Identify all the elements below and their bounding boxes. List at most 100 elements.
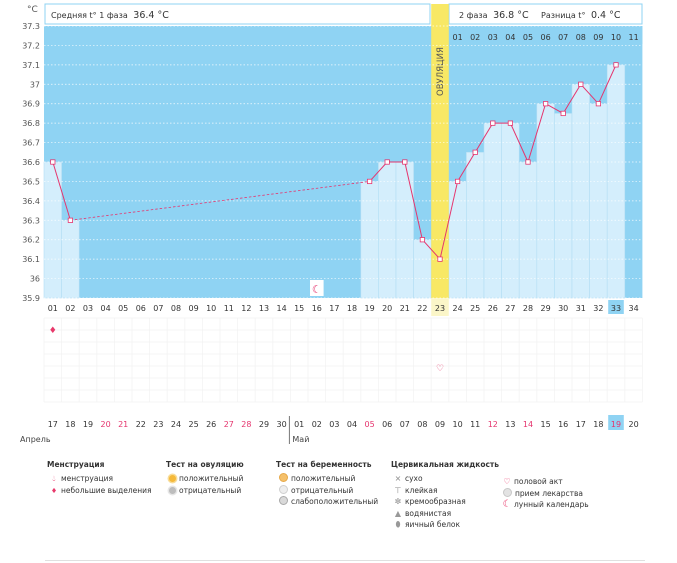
y-tick-label: 36.6 [22, 158, 40, 167]
legend-label: прием лекарства [515, 488, 583, 498]
date-label: 19 [611, 420, 621, 429]
legend-label: лунный календарь [514, 500, 589, 509]
diff-value: 0.4 °C [591, 10, 621, 21]
date-label: 02 [312, 420, 322, 429]
ovulation-column-footer [431, 298, 449, 316]
temperature-line [369, 161, 388, 182]
legend-item: положительный [276, 473, 378, 485]
date-label: 25 [189, 420, 199, 429]
x-tick-label: 07 [153, 304, 163, 313]
weak-positive-test-icon [279, 496, 288, 505]
temperature-point [490, 120, 496, 126]
temperature-point [472, 149, 478, 155]
swirl-icon: ✼ [394, 497, 402, 506]
y-tick-label: 36.4 [22, 197, 40, 206]
temperature-bar [466, 151, 485, 299]
y-tick-label: 37 [30, 80, 40, 89]
temperature-point [67, 217, 73, 223]
temperature-chart: °C Средняя t° 1 фаза 36.4 °C 2 фаза 36.8… [20, 3, 643, 444]
egg-icon: ⬮ [395, 520, 401, 529]
y-tick-label: 36.7 [22, 139, 40, 148]
y-tick-label: 36.1 [22, 255, 40, 264]
date-label: 20 [629, 420, 639, 429]
date-label: 26 [206, 420, 216, 429]
legend-other: ♡ половой акт прием лекарства ☾ лунный кал… [500, 476, 589, 511]
temperature-bar [518, 161, 538, 299]
month-label-may: Май [292, 435, 309, 444]
x-tick-label: 34 [629, 304, 639, 313]
date-label: 15 [541, 420, 551, 429]
phase2-day-label: 07 [558, 33, 568, 42]
date-label: 09 [435, 420, 445, 429]
y-tick-label: 36.8 [22, 119, 40, 128]
date-label: 18 [65, 420, 75, 429]
legend-pregnancy-title: Тест на беременность [276, 460, 372, 469]
temperature-bar [501, 122, 520, 299]
date-label: 03 [329, 420, 339, 429]
moon-icon: ☾ [502, 499, 512, 510]
legend-label: слабоположительный [291, 497, 379, 506]
x-tick-label: 20 [382, 304, 392, 313]
legend-label: отрицательный [179, 485, 242, 495]
date-label: 01 [294, 420, 304, 429]
phase2-day-label: 05 [523, 33, 533, 42]
x-tick-label: 10 [206, 304, 216, 313]
date-label: 18 [593, 420, 603, 429]
y-tick-label: 37.2 [22, 41, 40, 50]
legend-item: × сухо [391, 473, 499, 485]
date-label: 30 [277, 420, 287, 429]
temperature-point [613, 62, 619, 68]
legend-item: ♡ половой акт [500, 476, 589, 488]
phase2-day-label: 10 [611, 33, 621, 42]
legend-label: менструация [61, 474, 113, 483]
month-label-april: Апрель [20, 435, 51, 444]
phase2-box [448, 3, 643, 25]
x-tick-label: 13 [259, 304, 269, 313]
x-tick-label: 26 [488, 304, 498, 313]
x-tick-label: 02 [65, 304, 75, 313]
chart-header: °C Средняя t° 1 фаза 36.4 °C 2 фаза 36.8… [27, 3, 643, 25]
grey-sun-icon [169, 486, 176, 494]
legend-label: положительный [179, 474, 244, 483]
temperature-line [474, 122, 494, 153]
x-tick-label: 06 [136, 304, 146, 313]
date-label: 10 [453, 420, 463, 429]
legend-item: прием лекарства [500, 487, 589, 500]
phase1-summary: Средняя t° 1 фаза 36.4 °C [51, 10, 169, 21]
bottom-divider [45, 560, 645, 561]
temperature-point [384, 159, 390, 165]
lunar-day-cell [310, 280, 324, 296]
date-label: 12 [488, 420, 498, 429]
temperature-point [507, 120, 514, 126]
legend-label: водянистая [405, 508, 452, 518]
y-tick-label: 36.3 [22, 216, 40, 225]
date-label: 21 [118, 420, 128, 429]
x-tick-label: 27 [505, 304, 515, 313]
x-tick-label: 24 [453, 304, 463, 313]
cross-icon: × [394, 474, 402, 483]
date-label: 17 [48, 420, 58, 429]
sun-icon [169, 475, 176, 482]
current-day-highlight [608, 300, 624, 314]
legend: Менструация 💧︎ менструация ♦ небольшие выд… [0, 460, 677, 563]
x-tick-label: 03 [83, 304, 93, 313]
temperature-point [578, 81, 584, 87]
temperature-line [422, 239, 441, 260]
temperature-point [402, 159, 408, 165]
temperature-point [543, 101, 549, 107]
temperature-bar [554, 113, 573, 299]
legend-fluid-title: Цервикальная жидкость [391, 460, 500, 469]
legend-label: положительный [291, 474, 356, 483]
y-tick-label: 36.5 [22, 177, 40, 186]
phase2-day-label: 08 [576, 33, 586, 42]
date-label: 06 [382, 420, 392, 429]
legend-label: кремообразная [405, 497, 466, 506]
date-label: 04 [347, 420, 357, 429]
legend-label: отрицательный [291, 485, 354, 495]
phase1-value: 36.4 °C [133, 10, 169, 21]
date-label: 29 [259, 420, 269, 429]
x-tick-label: 12 [241, 304, 251, 313]
phase1-box [44, 3, 431, 25]
unit-label: °C [27, 5, 38, 15]
temperature-line [52, 161, 71, 221]
